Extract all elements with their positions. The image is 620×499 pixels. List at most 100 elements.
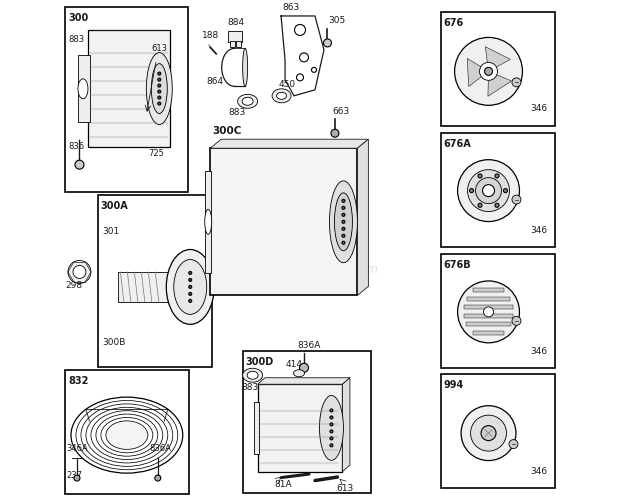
Circle shape	[311, 67, 316, 72]
Circle shape	[482, 185, 495, 197]
Circle shape	[294, 24, 306, 35]
Text: 884: 884	[228, 18, 245, 27]
Text: 864: 864	[206, 77, 224, 86]
Bar	[88, 30, 170, 147]
Text: 300C: 300C	[213, 126, 242, 136]
Bar	[210, 148, 357, 295]
Bar	[66, 370, 189, 494]
Text: 346: 346	[531, 347, 547, 356]
Ellipse shape	[458, 281, 520, 343]
Text: 346A: 346A	[66, 444, 88, 453]
Text: 613: 613	[151, 44, 167, 53]
Ellipse shape	[174, 259, 206, 314]
Circle shape	[158, 96, 161, 99]
Circle shape	[512, 78, 521, 87]
Circle shape	[342, 228, 345, 231]
Circle shape	[331, 129, 339, 137]
Circle shape	[158, 84, 161, 87]
Circle shape	[188, 292, 192, 295]
Text: 663: 663	[332, 107, 350, 116]
Bar	[205, 171, 211, 273]
Ellipse shape	[73, 265, 86, 278]
Ellipse shape	[329, 181, 357, 262]
Bar	[464, 305, 513, 309]
Text: 346: 346	[531, 467, 547, 476]
Ellipse shape	[106, 421, 148, 450]
Bar	[257, 384, 342, 472]
Circle shape	[512, 195, 521, 204]
Text: 305: 305	[329, 16, 346, 25]
Ellipse shape	[293, 370, 304, 377]
Circle shape	[495, 203, 499, 207]
Text: 836A: 836A	[149, 444, 171, 453]
Bar	[473, 288, 504, 292]
Circle shape	[495, 174, 499, 178]
Circle shape	[509, 440, 518, 449]
Circle shape	[330, 430, 333, 433]
Text: 676A: 676A	[443, 139, 471, 149]
Polygon shape	[257, 378, 350, 384]
Ellipse shape	[277, 92, 286, 99]
Bar	[98, 195, 211, 367]
Text: 883: 883	[68, 35, 84, 44]
Ellipse shape	[242, 97, 253, 105]
Ellipse shape	[242, 368, 263, 382]
Polygon shape	[467, 58, 489, 86]
Text: 346: 346	[531, 104, 547, 113]
Polygon shape	[357, 139, 368, 295]
Bar	[441, 12, 554, 126]
Bar	[464, 314, 513, 318]
Text: 300D: 300D	[245, 357, 273, 367]
Circle shape	[299, 53, 309, 62]
Circle shape	[478, 203, 482, 207]
Circle shape	[330, 423, 333, 426]
Circle shape	[158, 90, 161, 93]
Circle shape	[342, 199, 345, 203]
Circle shape	[188, 271, 192, 274]
Ellipse shape	[166, 250, 214, 324]
Bar	[242, 351, 371, 493]
Ellipse shape	[467, 170, 510, 212]
Circle shape	[74, 475, 80, 481]
Circle shape	[330, 409, 333, 412]
Circle shape	[155, 475, 161, 481]
Text: 301: 301	[102, 227, 119, 236]
Bar	[118, 272, 168, 302]
Text: 298: 298	[66, 281, 82, 290]
Bar	[472, 331, 505, 335]
Ellipse shape	[458, 160, 520, 222]
Ellipse shape	[476, 178, 502, 204]
Ellipse shape	[151, 63, 167, 114]
Polygon shape	[488, 71, 511, 96]
Text: 613: 613	[337, 484, 353, 493]
Circle shape	[330, 437, 333, 440]
Text: 883: 883	[241, 383, 259, 392]
Polygon shape	[485, 46, 510, 71]
Circle shape	[478, 174, 482, 178]
Ellipse shape	[454, 37, 523, 105]
Circle shape	[485, 67, 492, 75]
Text: 676B: 676B	[443, 260, 471, 270]
Circle shape	[342, 235, 345, 238]
Text: 725: 725	[148, 149, 164, 158]
Circle shape	[484, 307, 494, 317]
Circle shape	[503, 189, 508, 193]
Circle shape	[324, 39, 332, 47]
Bar	[441, 374, 554, 488]
Circle shape	[188, 278, 192, 281]
Circle shape	[342, 207, 345, 210]
Bar	[78, 55, 90, 122]
Polygon shape	[210, 139, 368, 148]
Text: 300A: 300A	[100, 201, 128, 211]
Circle shape	[158, 78, 161, 81]
Bar	[230, 41, 234, 47]
Text: 346: 346	[531, 226, 547, 235]
Circle shape	[158, 102, 161, 105]
Text: 237: 237	[66, 471, 82, 480]
Circle shape	[75, 160, 84, 169]
Bar	[441, 254, 554, 368]
Circle shape	[479, 62, 497, 80]
Text: 883: 883	[229, 108, 246, 117]
Circle shape	[512, 316, 521, 325]
Ellipse shape	[247, 371, 258, 379]
